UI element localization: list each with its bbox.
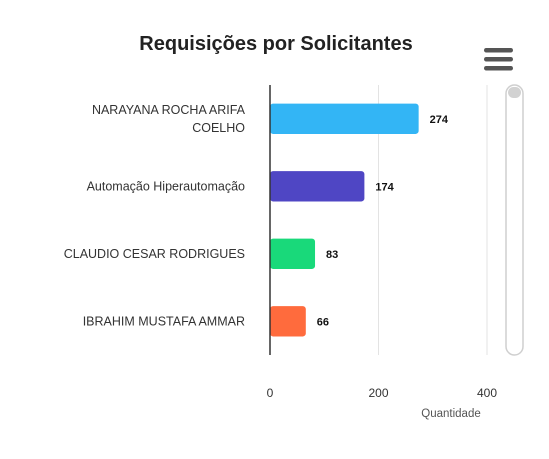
data-label: 83 <box>326 249 338 261</box>
category-label: IBRAHIM MUSTAFA AMMAR <box>83 314 245 328</box>
category-labels: NARAYANA ROCHA ARIFA COELHO Automação Hipe… <box>64 103 246 329</box>
x-tick-label: 0 <box>267 386 274 400</box>
category-label: NARAYANA ROCHA ARIFA COELHO <box>92 103 246 135</box>
vertical-scrollbar[interactable] <box>505 84 524 356</box>
category-label: CLAUDIO CESAR RODRIGUES <box>64 247 245 261</box>
scrollbar-thumb[interactable] <box>508 87 521 98</box>
category-label: Automação Hiperautomação <box>87 179 245 193</box>
data-label: 66 <box>317 316 329 328</box>
x-tick-label: 200 <box>368 386 388 400</box>
data-labels: 274 174 83 66 <box>317 114 449 329</box>
hamburger-menu-icon[interactable] <box>484 48 513 71</box>
data-label: 174 <box>375 181 394 193</box>
data-label: 274 <box>430 114 449 126</box>
x-tick-label: 400 <box>477 386 497 400</box>
bars <box>270 103 419 337</box>
x-axis-ticks: 0 200 400 <box>267 386 498 400</box>
bar[interactable] <box>270 238 316 269</box>
bar[interactable] <box>270 103 419 134</box>
bar[interactable] <box>270 306 306 337</box>
scrollbar-track[interactable] <box>505 84 524 356</box>
bar[interactable] <box>270 171 365 202</box>
chart-title: Requisições por Solicitantes <box>139 33 412 55</box>
x-axis-title: Quantidade <box>421 408 480 420</box>
